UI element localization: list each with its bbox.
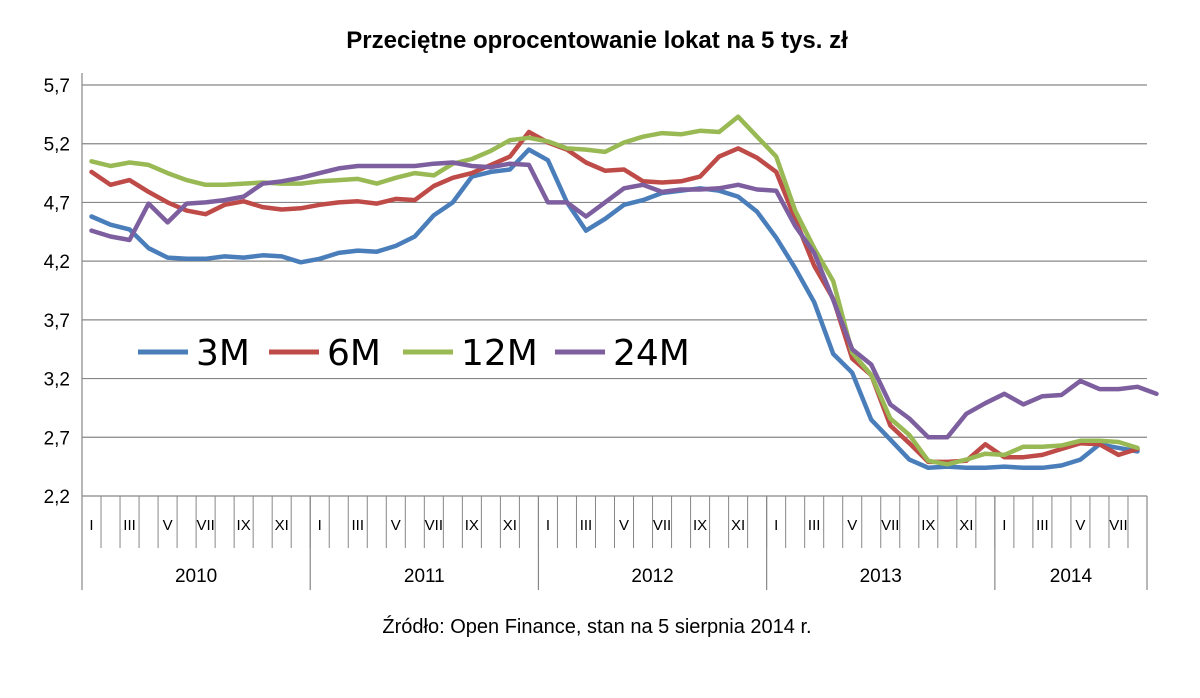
year-label: 2012 [631, 566, 673, 587]
month-label: VII [881, 517, 899, 534]
y-tick-label: 3,7 [44, 311, 70, 332]
month-label: III [580, 517, 593, 534]
month-label: III [352, 517, 365, 534]
month-label: I [89, 517, 93, 534]
y-tick-label: 4,7 [44, 193, 70, 214]
month-label: V [847, 517, 857, 534]
y-tick-label: 5,2 [44, 135, 70, 156]
legend-label-3M: 3M [196, 333, 250, 374]
y-tick-label: 3,2 [44, 370, 70, 391]
month-label: XI [959, 517, 973, 534]
month-label: XI [503, 517, 517, 534]
y-tick-label: 5,7 [44, 76, 70, 97]
month-label: VII [425, 517, 443, 534]
year-label: 2014 [1050, 566, 1093, 587]
month-label: XI [275, 517, 289, 534]
legend-label-12M: 12M [461, 333, 538, 374]
month-label: V [619, 517, 629, 534]
month-label: I [318, 517, 322, 534]
month-label: III [1036, 517, 1049, 534]
y-axis-ticks: 2,2 2,7 3,2 3,7 4,2 4,7 5,2 5,7 [44, 76, 70, 508]
month-label: V [163, 517, 173, 534]
y-tick-label: 4,2 [44, 252, 70, 273]
month-label: VII [1109, 517, 1127, 534]
month-label: IX [237, 517, 251, 534]
y-tick-label: 2,7 [44, 428, 70, 449]
month-label: III [123, 517, 136, 534]
year-label: 2011 [404, 566, 445, 587]
legend-label-24M: 24M [613, 333, 690, 374]
chart-title: Przeciętne oprocentowanie lokat na 5 tys… [346, 27, 848, 54]
grid-lines [81, 73, 1147, 497]
month-label: III [808, 517, 821, 534]
month-label: I [1002, 517, 1006, 534]
month-label: I [546, 517, 550, 534]
month-label: VII [196, 517, 214, 534]
month-label: IX [465, 517, 479, 534]
y-tick-label: 2,2 [44, 487, 70, 508]
month-label: IX [693, 517, 707, 534]
month-label: V [391, 517, 401, 534]
year-label: 2013 [860, 566, 902, 587]
month-label: XI [731, 517, 745, 534]
series-lines [89, 114, 1159, 471]
year-label: 2010 [175, 566, 217, 587]
series-line-3M [89, 147, 1140, 471]
month-label: VII [653, 517, 671, 534]
month-label: V [1075, 517, 1085, 534]
month-label: I [774, 517, 778, 534]
legend: 3M 6M 12M 24M [138, 333, 690, 374]
series-line-24M [89, 160, 1159, 440]
x-axis: I III V VII IX XI I III V VII IX XI I III V VII IX XI I III… [81, 496, 1148, 590]
month-label: IX [921, 517, 935, 534]
source-note: Źródło: Open Finance, stan na 5 sierpnia… [382, 615, 811, 638]
legend-label-6M: 6M [327, 333, 381, 374]
